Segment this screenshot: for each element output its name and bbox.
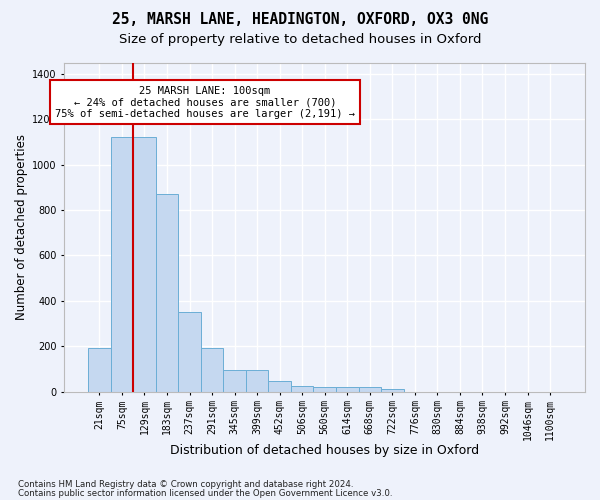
X-axis label: Distribution of detached houses by size in Oxford: Distribution of detached houses by size … (170, 444, 479, 458)
Bar (223, 370, 246, 392)
Bar (178, 312, 201, 392)
Bar (268, 380, 291, 392)
Bar (88, 348, 110, 392)
Text: Contains HM Land Registry data © Crown copyright and database right 2024.: Contains HM Land Registry data © Crown c… (18, 480, 353, 489)
Y-axis label: Number of detached properties: Number of detached properties (15, 134, 28, 320)
Bar (381, 390, 404, 392)
Text: 25, MARSH LANE, HEADINGTON, OXFORD, OX3 0NG: 25, MARSH LANE, HEADINGTON, OXFORD, OX3 … (112, 12, 488, 28)
Text: Size of property relative to detached houses in Oxford: Size of property relative to detached ho… (119, 32, 481, 46)
Bar (133, 138, 155, 392)
Text: Contains public sector information licensed under the Open Government Licence v3: Contains public sector information licen… (18, 488, 392, 498)
Bar (155, 194, 178, 392)
Text: 25 MARSH LANE: 100sqm
← 24% of detached houses are smaller (700)
75% of semi-det: 25 MARSH LANE: 100sqm ← 24% of detached … (55, 86, 355, 118)
Bar (359, 388, 381, 392)
Bar (313, 387, 336, 392)
Bar (201, 348, 223, 392)
Bar (336, 388, 359, 392)
Bar (291, 386, 313, 392)
Bar (110, 138, 133, 392)
Bar (246, 370, 268, 392)
